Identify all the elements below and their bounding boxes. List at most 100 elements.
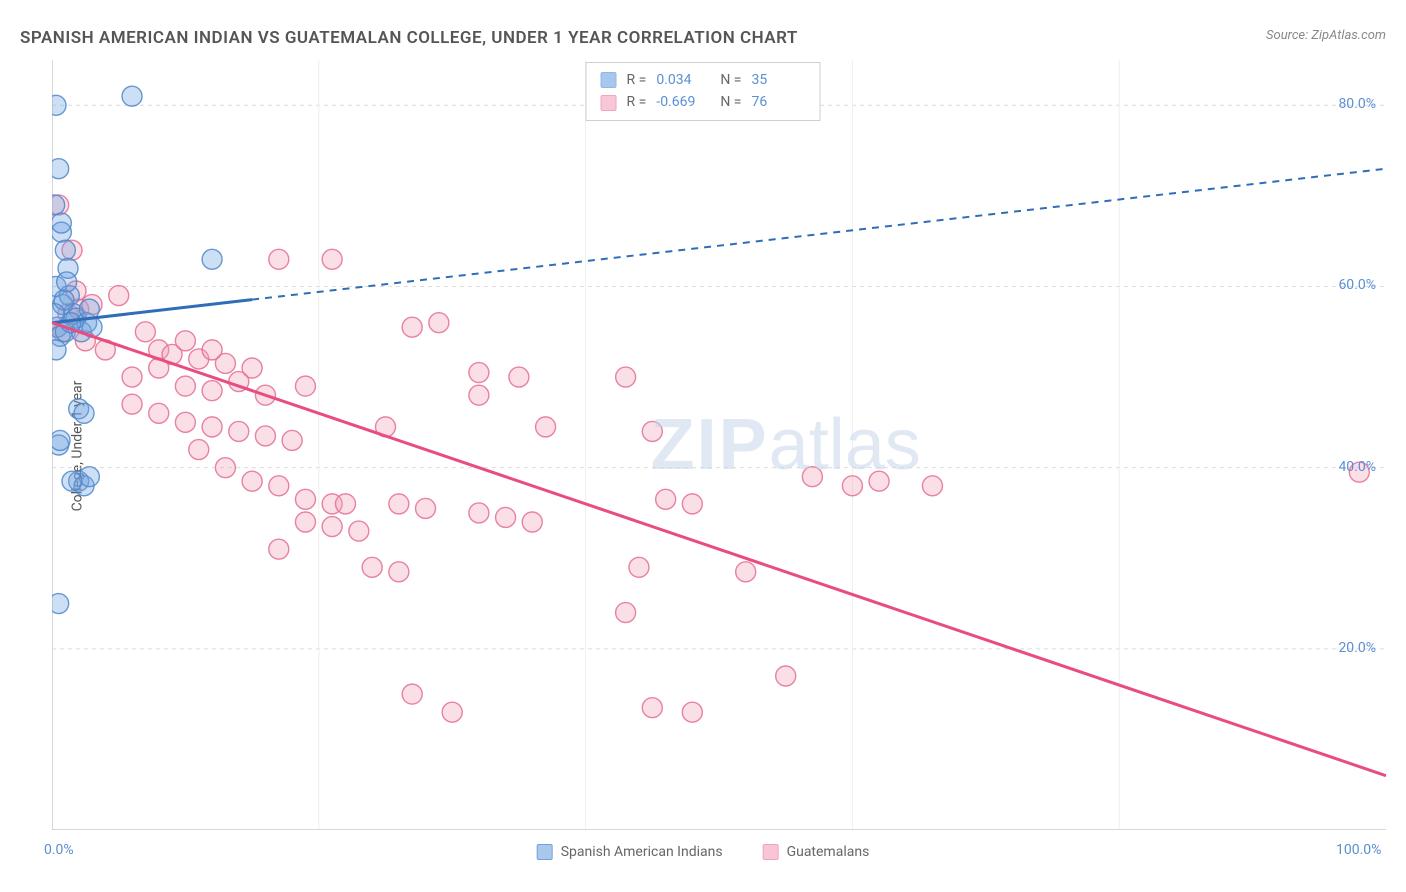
legend-swatch (763, 844, 779, 860)
scatter-point (469, 385, 489, 405)
scatter-point (682, 494, 702, 514)
scatter-point (629, 557, 649, 577)
scatter-point (496, 507, 516, 527)
stats-n-label: N = (720, 69, 741, 91)
scatter-point (122, 86, 142, 106)
stats-row: R = 0.034 N = 35 (601, 69, 806, 91)
x-tick-label: 0.0% (44, 842, 74, 858)
scatter-point (682, 702, 702, 722)
scatter-point (295, 512, 315, 532)
scatter-point (202, 381, 222, 401)
scatter-point (57, 272, 77, 292)
scatter-point (135, 322, 155, 342)
scatter-point (469, 363, 489, 383)
stats-r-label: R = (627, 69, 647, 91)
scatter-point (842, 476, 862, 496)
scatter-point (202, 340, 222, 360)
scatter-point (52, 95, 66, 115)
scatter-point (52, 213, 71, 233)
scatter-point (149, 403, 169, 423)
y-tick-label: 20.0% (1338, 640, 1376, 656)
scatter-point (656, 489, 676, 509)
chart-svg (52, 60, 1386, 830)
regression-line (52, 323, 1386, 776)
scatter-point (522, 512, 542, 532)
scatter-point (642, 421, 662, 441)
scatter-point (389, 494, 409, 514)
scatter-point (322, 517, 342, 537)
scatter-point (616, 603, 636, 623)
y-tick-label: 60.0% (1338, 277, 1376, 293)
bottom-legend: Spanish American Indians Guatemalans (537, 844, 870, 860)
stats-row: R = -0.669 N = 76 (601, 91, 806, 113)
scatter-point (55, 240, 75, 260)
chart-plot-area: ZIPatlas (52, 60, 1386, 830)
scatter-point (335, 494, 355, 514)
scatter-point (536, 417, 556, 437)
scatter-point (509, 367, 529, 387)
scatter-point (52, 430, 70, 450)
legend-item: Spanish American Indians (537, 844, 723, 860)
source-label: Source: ZipAtlas.com (1266, 28, 1386, 43)
scatter-point (402, 317, 422, 337)
scatter-point (295, 489, 315, 509)
scatter-point (109, 286, 129, 306)
scatter-point (202, 417, 222, 437)
scatter-point (122, 367, 142, 387)
scatter-point (282, 430, 302, 450)
scatter-point (295, 376, 315, 396)
scatter-point (269, 539, 289, 559)
legend-item: Guatemalans (763, 844, 870, 860)
stats-n-value: 76 (751, 91, 805, 113)
scatter-point (362, 557, 382, 577)
legend-swatch (537, 844, 553, 860)
scatter-point (469, 503, 489, 523)
stats-r-value: -0.669 (656, 91, 710, 113)
scatter-point (74, 403, 94, 423)
scatter-point (242, 471, 262, 491)
scatter-point (869, 471, 889, 491)
scatter-point (255, 426, 275, 446)
scatter-point (189, 440, 209, 460)
stats-legend-box: R = 0.034 N = 35 R = -0.669 N = 76 (586, 62, 821, 121)
scatter-point (52, 159, 69, 179)
scatter-point (642, 698, 662, 718)
stats-n-value: 35 (751, 69, 805, 91)
scatter-point (52, 340, 66, 360)
scatter-point (62, 471, 82, 491)
scatter-point (922, 476, 942, 496)
scatter-point (269, 249, 289, 269)
stats-swatch (601, 95, 617, 111)
y-tick-label: 80.0% (1338, 96, 1376, 112)
scatter-point (322, 249, 342, 269)
scatter-point (175, 331, 195, 351)
chart-title: SPANISH AMERICAN INDIAN VS GUATEMALAN CO… (20, 28, 798, 48)
scatter-point (122, 394, 142, 414)
scatter-point (349, 521, 369, 541)
scatter-point (52, 594, 69, 614)
scatter-point (416, 498, 436, 518)
stats-swatch (601, 72, 617, 88)
scatter-point (802, 467, 822, 487)
regression-line-dashed (252, 169, 1386, 300)
x-tick-label: 100.0% (1336, 842, 1381, 858)
stats-r-label: R = (627, 91, 647, 113)
scatter-point (389, 562, 409, 582)
scatter-point (429, 313, 449, 333)
scatter-point (736, 562, 756, 582)
scatter-point (229, 421, 249, 441)
scatter-point (442, 702, 462, 722)
stats-r-value: 0.034 (656, 69, 710, 91)
scatter-point (175, 376, 195, 396)
scatter-point (402, 684, 422, 704)
y-tick-label: 40.0% (1338, 459, 1376, 475)
stats-n-label: N = (720, 91, 741, 113)
scatter-point (215, 458, 235, 478)
legend-label: Guatemalans (787, 844, 870, 860)
scatter-point (776, 666, 796, 686)
scatter-point (616, 367, 636, 387)
scatter-point (269, 476, 289, 496)
scatter-point (202, 249, 222, 269)
scatter-point (175, 412, 195, 432)
legend-label: Spanish American Indians (561, 844, 723, 860)
